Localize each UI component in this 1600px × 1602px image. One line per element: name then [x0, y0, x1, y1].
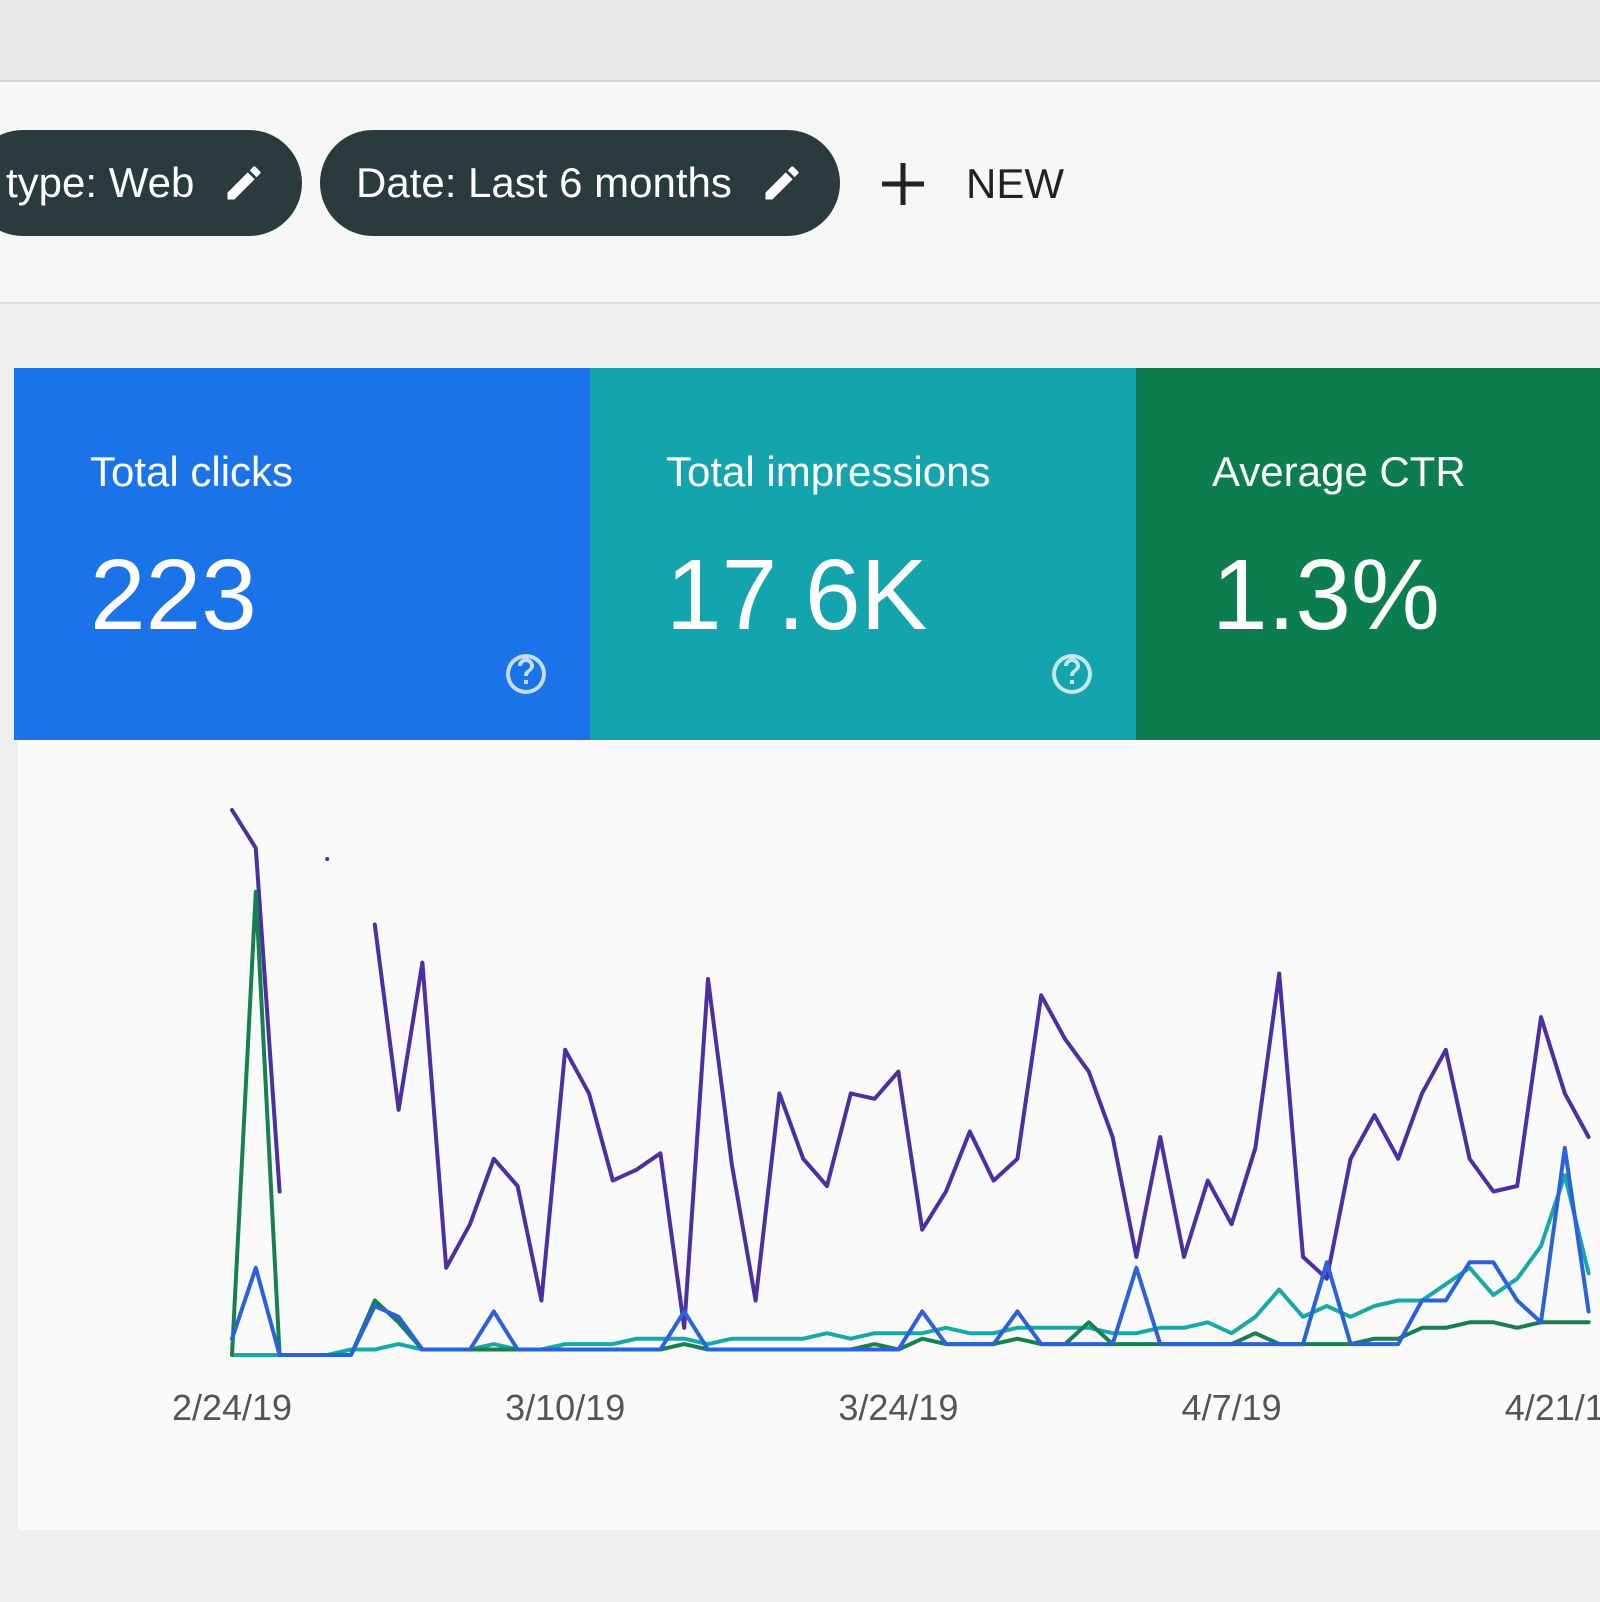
x-tick-label: 4/7/19	[1182, 1387, 1282, 1428]
series-line	[230, 808, 1591, 1330]
metric-label: Total clicks	[90, 448, 294, 495]
metric-card[interactable]: Average CTR 1.3%	[1136, 368, 1600, 740]
new-label: NEW	[966, 160, 1064, 207]
metric-value: 223	[90, 539, 257, 651]
plus-icon	[882, 163, 924, 205]
series-line	[230, 1145, 1591, 1357]
metric-label: Total impressions	[666, 448, 991, 495]
browser-bar	[0, 0, 1600, 82]
edit-icon	[227, 166, 261, 200]
x-tick-label: 3/24/19	[838, 1387, 958, 1428]
chip-label: type: Web	[6, 159, 195, 206]
filter-chip[interactable]: Date: Last 6 months	[320, 130, 840, 236]
chart-panel	[18, 740, 1600, 1530]
filter-bar: type: Web Date: Last 6 months NEW	[0, 82, 1600, 304]
help-glyph	[506, 654, 546, 694]
metric-value: 17.6K	[666, 539, 928, 651]
x-tick-label: 4/21/19	[1505, 1387, 1600, 1428]
x-tick-label: 2/24/19	[172, 1387, 292, 1428]
help-glyph	[1052, 654, 1092, 694]
filter-chip[interactable]: type: Web	[0, 130, 303, 236]
metric-card[interactable]: Total impressions 17.6K	[590, 368, 1136, 740]
metric-card[interactable]: Total clicks 223	[14, 368, 590, 740]
help-icon	[1052, 654, 1092, 694]
chip-label: Date: Last 6 months	[356, 159, 732, 206]
metric-label: Average CTR	[1212, 448, 1466, 495]
help-icon	[506, 654, 546, 694]
edit-icon	[765, 166, 799, 200]
new-button[interactable]: NEW	[880, 160, 1064, 208]
x-tick-label: 3/10/19	[505, 1387, 625, 1428]
metric-value: 1.3%	[1212, 539, 1440, 651]
